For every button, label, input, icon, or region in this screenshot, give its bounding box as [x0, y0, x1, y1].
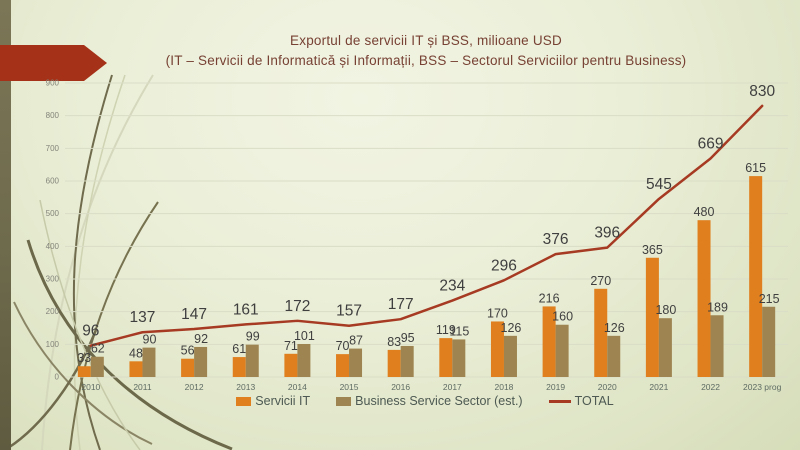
svg-text:119: 119 [436, 323, 456, 337]
svg-text:170: 170 [487, 306, 508, 320]
svg-text:400: 400 [46, 242, 60, 251]
svg-text:96: 96 [82, 323, 99, 340]
x-axis-labels: 2010 2011 2012 2013 2014 2015 2016 2017 2018 2019… [81, 382, 781, 392]
svg-text:100: 100 [46, 340, 60, 349]
servicii-it-swatch-icon [236, 396, 252, 406]
svg-text:92: 92 [194, 332, 208, 346]
svg-text:56: 56 [181, 344, 195, 358]
svg-text:147: 147 [181, 306, 207, 323]
svg-text:33: 33 [77, 351, 91, 365]
svg-text:61: 61 [232, 342, 246, 356]
svg-text:189: 189 [707, 300, 728, 314]
y-axis-labels: 0 100 200 300 400 500 600 700 800 900 [46, 79, 60, 382]
svg-text:2014: 2014 [288, 382, 307, 392]
svg-text:296: 296 [491, 257, 517, 274]
svg-text:2013: 2013 [236, 382, 255, 392]
svg-text:2011: 2011 [133, 382, 152, 392]
svg-text:70: 70 [336, 339, 350, 353]
svg-text:87: 87 [349, 334, 363, 348]
legend-item-servicii-it: Servicii IT [236, 394, 310, 408]
svg-text:2017: 2017 [443, 382, 462, 392]
svg-text:234: 234 [439, 278, 465, 295]
total-line-swatch-icon [548, 399, 571, 403]
svg-text:2015: 2015 [340, 382, 359, 392]
bss-swatch-icon [336, 396, 352, 406]
svg-text:270: 270 [590, 274, 611, 288]
svg-text:300: 300 [46, 275, 60, 284]
svg-text:2010: 2010 [81, 382, 100, 392]
legend-label-bss: Business Service Sector (est.) [355, 394, 523, 408]
chart-title-line1: Exportul de servicii IT și BSS, milioane… [290, 33, 562, 48]
svg-text:157: 157 [336, 303, 362, 320]
svg-text:126: 126 [501, 321, 522, 335]
svg-text:700: 700 [46, 144, 60, 153]
chart-legend: Servicii IT Business Service Sector (est… [60, 394, 790, 408]
legend-label-total: TOTAL [574, 394, 614, 408]
svg-text:71: 71 [284, 339, 298, 353]
chart-title-block: Exportul de servicii IT și BSS, milioane… [60, 31, 792, 71]
svg-text:115: 115 [449, 324, 469, 338]
svg-text:177: 177 [388, 296, 414, 313]
svg-text:200: 200 [46, 307, 60, 316]
legend-item-total: TOTAL [548, 394, 614, 408]
svg-text:2020: 2020 [598, 382, 617, 392]
svg-text:216: 216 [539, 291, 560, 305]
svg-text:2018: 2018 [495, 382, 514, 392]
svg-text:800: 800 [46, 111, 60, 120]
svg-text:2016: 2016 [391, 382, 410, 392]
svg-text:161: 161 [233, 301, 259, 318]
svg-text:480: 480 [694, 205, 715, 219]
svg-text:830: 830 [749, 83, 775, 100]
svg-text:172: 172 [284, 298, 310, 315]
svg-text:48: 48 [129, 346, 143, 360]
svg-text:2022: 2022 [701, 382, 720, 392]
legend-label-servicii-it: Servicii IT [255, 394, 311, 408]
svg-text:545: 545 [646, 176, 672, 193]
svg-text:2012: 2012 [185, 382, 204, 392]
gridlines [65, 82, 788, 378]
svg-text:160: 160 [552, 310, 573, 324]
svg-text:669: 669 [698, 135, 724, 152]
svg-text:180: 180 [655, 303, 676, 317]
chart-title-line2: (IT – Servicii de Informatică și Informa… [165, 53, 687, 68]
svg-text:376: 376 [543, 231, 569, 248]
svg-text:62: 62 [91, 342, 105, 356]
bars-servicii-it [77, 176, 763, 377]
svg-text:215: 215 [759, 292, 780, 306]
legend-item-bss: Business Service Sector (est.) [336, 394, 523, 408]
svg-text:101: 101 [294, 329, 315, 343]
svg-text:900: 900 [46, 79, 60, 88]
total-line [89, 104, 764, 347]
svg-text:600: 600 [46, 177, 60, 186]
svg-text:90: 90 [143, 333, 157, 347]
svg-text:137: 137 [130, 309, 156, 326]
svg-text:99: 99 [246, 330, 260, 344]
svg-text:396: 396 [594, 225, 620, 242]
svg-text:2019: 2019 [546, 382, 565, 392]
bars-bss [90, 306, 776, 377]
svg-text:615: 615 [745, 161, 766, 175]
svg-text:500: 500 [46, 209, 60, 218]
svg-text:365: 365 [642, 243, 663, 257]
svg-text:83: 83 [387, 335, 401, 349]
bar-data-labels: 33 48 56 61 71 70 83 119 170 216 270 365 480 615 62 90 9… [77, 161, 779, 365]
svg-text:95: 95 [401, 331, 415, 345]
svg-text:2023 prog: 2023 prog [743, 382, 782, 392]
svg-text:126: 126 [604, 321, 625, 335]
svg-text:0: 0 [55, 373, 60, 382]
arrow-accent-icon [0, 45, 107, 81]
svg-text:2021: 2021 [649, 382, 668, 392]
slide-edge-strip [0, 0, 11, 450]
total-data-labels: 96 137 147 161 172 157 177 234 296 376 396 545 669 83… [82, 83, 775, 340]
